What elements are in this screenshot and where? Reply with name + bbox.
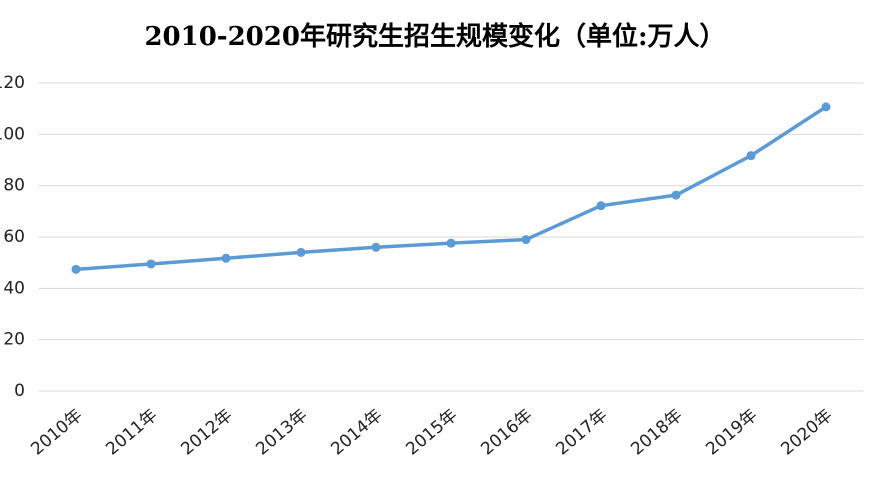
data-point <box>746 151 756 161</box>
data-point <box>296 247 306 257</box>
data-point <box>146 259 156 269</box>
y-tick-label: 40 <box>3 278 25 298</box>
data-point <box>446 238 456 248</box>
chart-title: 2010-2020年研究生招生规模变化（单位:万人） <box>144 21 725 52</box>
data-point <box>71 264 81 274</box>
data-point <box>821 102 831 112</box>
y-tick-label: 0 <box>14 381 25 401</box>
data-point <box>221 253 231 263</box>
data-point <box>596 201 606 211</box>
data-point <box>671 190 681 200</box>
x-tick-label: 2015年 <box>402 405 461 459</box>
x-tick-label: 2018年 <box>627 405 686 459</box>
x-tick-label: 2017年 <box>552 405 611 459</box>
x-tick-label: 2016年 <box>477 405 536 459</box>
y-tick-label: 120 <box>0 73 25 93</box>
data-point <box>371 242 381 252</box>
y-tick-label: 80 <box>3 176 25 196</box>
x-tick-label: 2019年 <box>702 405 761 459</box>
y-tick-label: 60 <box>3 227 25 247</box>
y-tick-label: 20 <box>3 330 25 350</box>
x-tick-label: 2010年 <box>27 405 86 459</box>
y-tick-label: 100 <box>0 124 25 144</box>
x-tick-label: 2011年 <box>102 405 161 459</box>
x-tick-label: 2013年 <box>252 405 311 459</box>
x-tick-label: 2014年 <box>327 405 386 459</box>
data-point <box>521 235 531 245</box>
x-tick-label: 2020年 <box>777 405 836 459</box>
x-tick-label: 2012年 <box>177 405 236 459</box>
